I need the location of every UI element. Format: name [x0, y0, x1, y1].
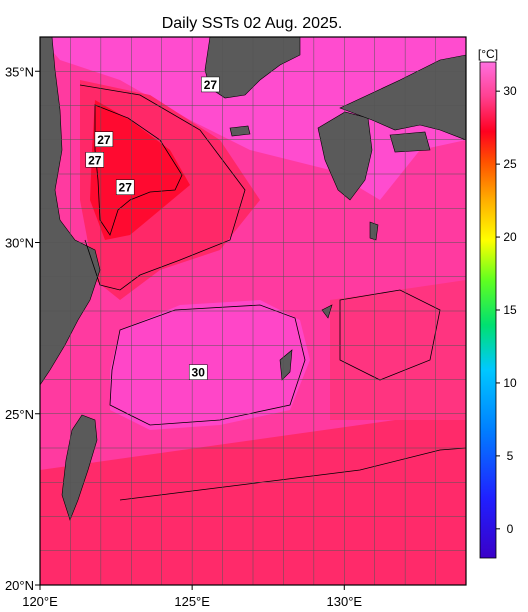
- colorbar-tick-label: 25: [503, 157, 517, 171]
- chart-title: Daily SSTs 02 Aug. 2025.: [162, 15, 343, 32]
- land-okinawa: [279, 349, 293, 381]
- contour-label-text: 27: [119, 181, 133, 195]
- colorbar-ticks: 0 5 10 15 20 25 30: [496, 84, 517, 536]
- colorbar-tick-label: 10: [503, 376, 517, 390]
- land-taiwan: [61, 414, 98, 521]
- contour-label-box: [94, 131, 114, 147]
- x-tick-label: 125°E: [174, 594, 210, 609]
- contour-label: 30: [188, 364, 208, 380]
- y-tick-label: 30°N: [5, 236, 34, 251]
- colorbar-tick-label: 20: [503, 230, 517, 244]
- sea-30-central: [110, 300, 310, 430]
- contour-label-box: [115, 179, 135, 195]
- x-tick-label: 120°E: [22, 594, 58, 609]
- land-china-mainland: [40, 37, 101, 386]
- contour-label-box: [201, 76, 220, 93]
- contour-label: 27: [115, 179, 135, 195]
- contour-label-text: 27: [97, 133, 111, 147]
- colorbar-tick-label: 15: [503, 303, 517, 317]
- y-tick-label: 25°N: [5, 407, 34, 422]
- contour-label-box: [188, 364, 208, 380]
- lat-lon-grid: [40, 37, 466, 585]
- colorbar-tick-label: 0: [507, 522, 514, 536]
- y-tick-label: 35°N: [5, 64, 34, 79]
- contour-29-south: [119, 447, 466, 501]
- contour-label-text: 30: [192, 366, 206, 380]
- y-tick-label: 20°N: [5, 578, 34, 593]
- colorbar-unit: [°C]: [478, 47, 498, 61]
- land-amami: [321, 304, 333, 319]
- y-axis-ticks: 20°N 25°N 30°N 35°N: [5, 64, 40, 593]
- contour-label: 27: [85, 152, 105, 168]
- contour-annotations: 27 27 27 27 30: [85, 76, 220, 380]
- land-masses: [40, 37, 466, 521]
- land-shikoku: [389, 131, 431, 153]
- contour-label-box: [85, 152, 105, 168]
- map-area: [40, 37, 466, 585]
- sea-27-core: [90, 100, 190, 240]
- land-jeju: [229, 125, 251, 137]
- contour-label: 27: [94, 131, 114, 147]
- x-tick-label: 130°E: [327, 594, 363, 609]
- colorbar: [°C] 0 5 10 15 20 25 30: [478, 47, 517, 559]
- contour-label: 27: [201, 76, 220, 93]
- map-frame: [39, 36, 467, 586]
- colorbar-tick-label: 5: [507, 449, 514, 463]
- land-honshu: [339, 54, 466, 141]
- land-kyushu: [317, 111, 373, 201]
- x-axis-ticks: 120°E 125°E 130°E: [22, 585, 362, 609]
- colorbar-gradient: [479, 61, 497, 559]
- sea-29-east: [330, 280, 466, 420]
- contour-label-text: 27: [204, 78, 218, 92]
- contour-30-central: [109, 304, 306, 426]
- land-tanegashima: [369, 221, 379, 241]
- contour-label-text: 27: [88, 153, 102, 167]
- colorbar-tick-label: 30: [503, 84, 517, 98]
- contour-lines: [79, 84, 466, 501]
- contour-28: [79, 84, 246, 291]
- contour-29-east: [339, 289, 441, 381]
